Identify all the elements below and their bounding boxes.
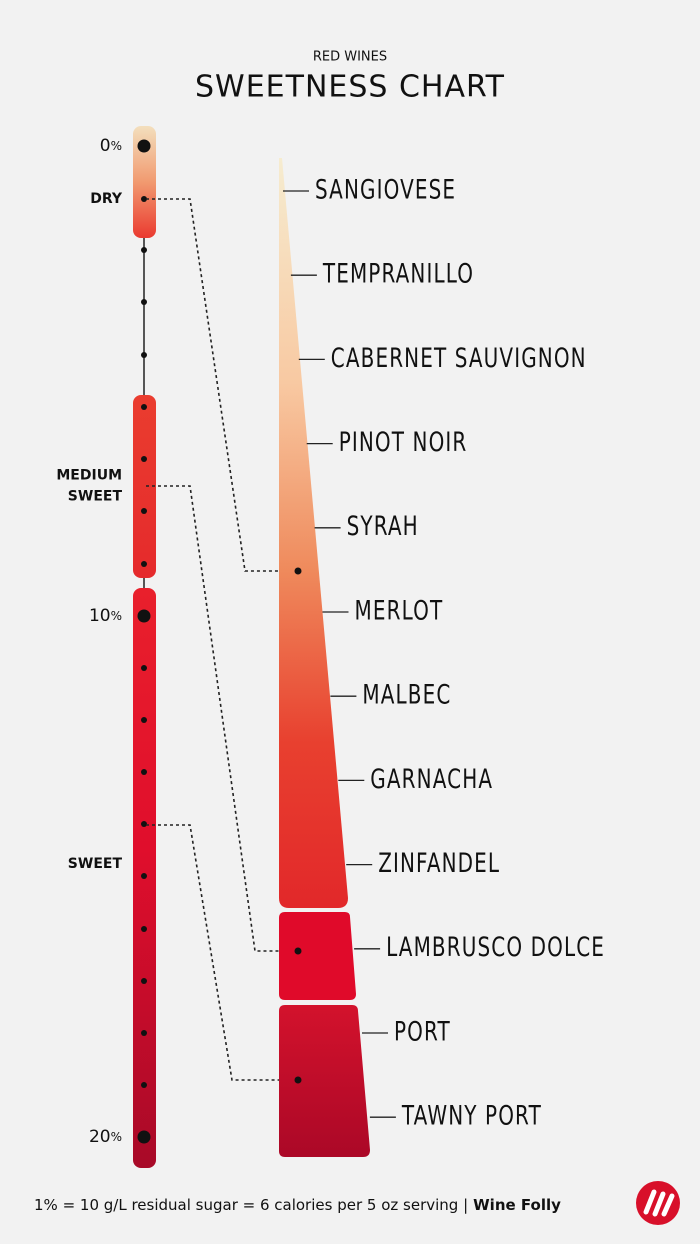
title: SWEETNESS CHART xyxy=(195,70,505,105)
scale-mark: 0% xyxy=(100,136,122,156)
connector xyxy=(146,198,298,572)
footer-brand: Wine Folly xyxy=(473,1196,561,1214)
connector-dot xyxy=(294,947,302,955)
scale-major-dot xyxy=(137,139,151,153)
wine-name: PINOT NOIR xyxy=(339,426,468,458)
scale-unit: % xyxy=(111,609,122,623)
scale-dot xyxy=(141,978,147,984)
wine-name: MERLOT xyxy=(355,594,444,626)
wine-name: TEMPRANILLO xyxy=(322,258,474,290)
scale-bar xyxy=(133,395,156,578)
scale-number: 10 xyxy=(89,606,111,626)
scale-dot xyxy=(141,299,147,305)
scale-bar xyxy=(133,126,156,238)
logo-mark xyxy=(643,1189,675,1217)
scale-dot xyxy=(141,508,147,514)
wine-name: LAMBRUSCO DOLCE xyxy=(386,931,605,963)
scale-dot xyxy=(141,247,147,253)
connector xyxy=(146,485,298,952)
wedge-block xyxy=(279,1005,370,1157)
scale-unit: % xyxy=(111,1130,122,1144)
scale-number: 0 xyxy=(100,136,111,156)
footer-note: 1% = 10 g/L residual sugar = 6 calories … xyxy=(34,1196,468,1214)
scale-dot xyxy=(141,769,147,775)
scale-dot xyxy=(141,665,147,671)
scale-dot xyxy=(141,196,147,202)
connector xyxy=(146,824,298,1081)
wine-name: GARNACHA xyxy=(370,763,493,795)
wine-name: SANGIOVESE xyxy=(315,173,456,205)
scale-dot xyxy=(141,926,147,932)
connector-dot xyxy=(294,567,302,575)
wine-name: MALBEC xyxy=(362,679,451,711)
wine-name: ZINFANDEL xyxy=(378,847,500,879)
scale-major-dot xyxy=(137,1130,151,1144)
wine-name: PORT xyxy=(394,1015,451,1047)
scale-major-dot xyxy=(137,609,151,623)
subtitle: RED WINES xyxy=(313,50,387,65)
level-label: SWEET xyxy=(68,489,123,505)
wedge-block xyxy=(279,912,356,1000)
scale-unit: % xyxy=(111,139,122,153)
scale-dot xyxy=(141,1082,147,1088)
scale-dot xyxy=(141,717,147,723)
scale-dot xyxy=(141,456,147,462)
wedge xyxy=(279,158,348,908)
scale-dot xyxy=(141,873,147,879)
scale-dot xyxy=(141,561,147,567)
scale-number: 20 xyxy=(89,1127,111,1147)
level-label: DRY xyxy=(90,191,123,207)
scale-mark: 10% xyxy=(89,606,122,626)
level-label: SWEET xyxy=(68,856,123,872)
wine-name: SYRAH xyxy=(347,510,419,542)
level-label: MEDIUM xyxy=(56,468,122,484)
footer: 1% = 10 g/L residual sugar = 6 calories … xyxy=(34,1196,561,1214)
wine-name: TAWNY PORT xyxy=(401,1100,542,1132)
wine-name: CABERNET SAUVIGNON xyxy=(331,342,587,374)
scale-dot xyxy=(141,404,147,410)
scale-dot xyxy=(141,352,147,358)
connector-dot xyxy=(294,1076,302,1084)
scale-dot xyxy=(141,821,147,827)
scale-dot xyxy=(141,1030,147,1036)
connectors xyxy=(146,198,298,1081)
scale-mark: 20% xyxy=(89,1127,122,1147)
